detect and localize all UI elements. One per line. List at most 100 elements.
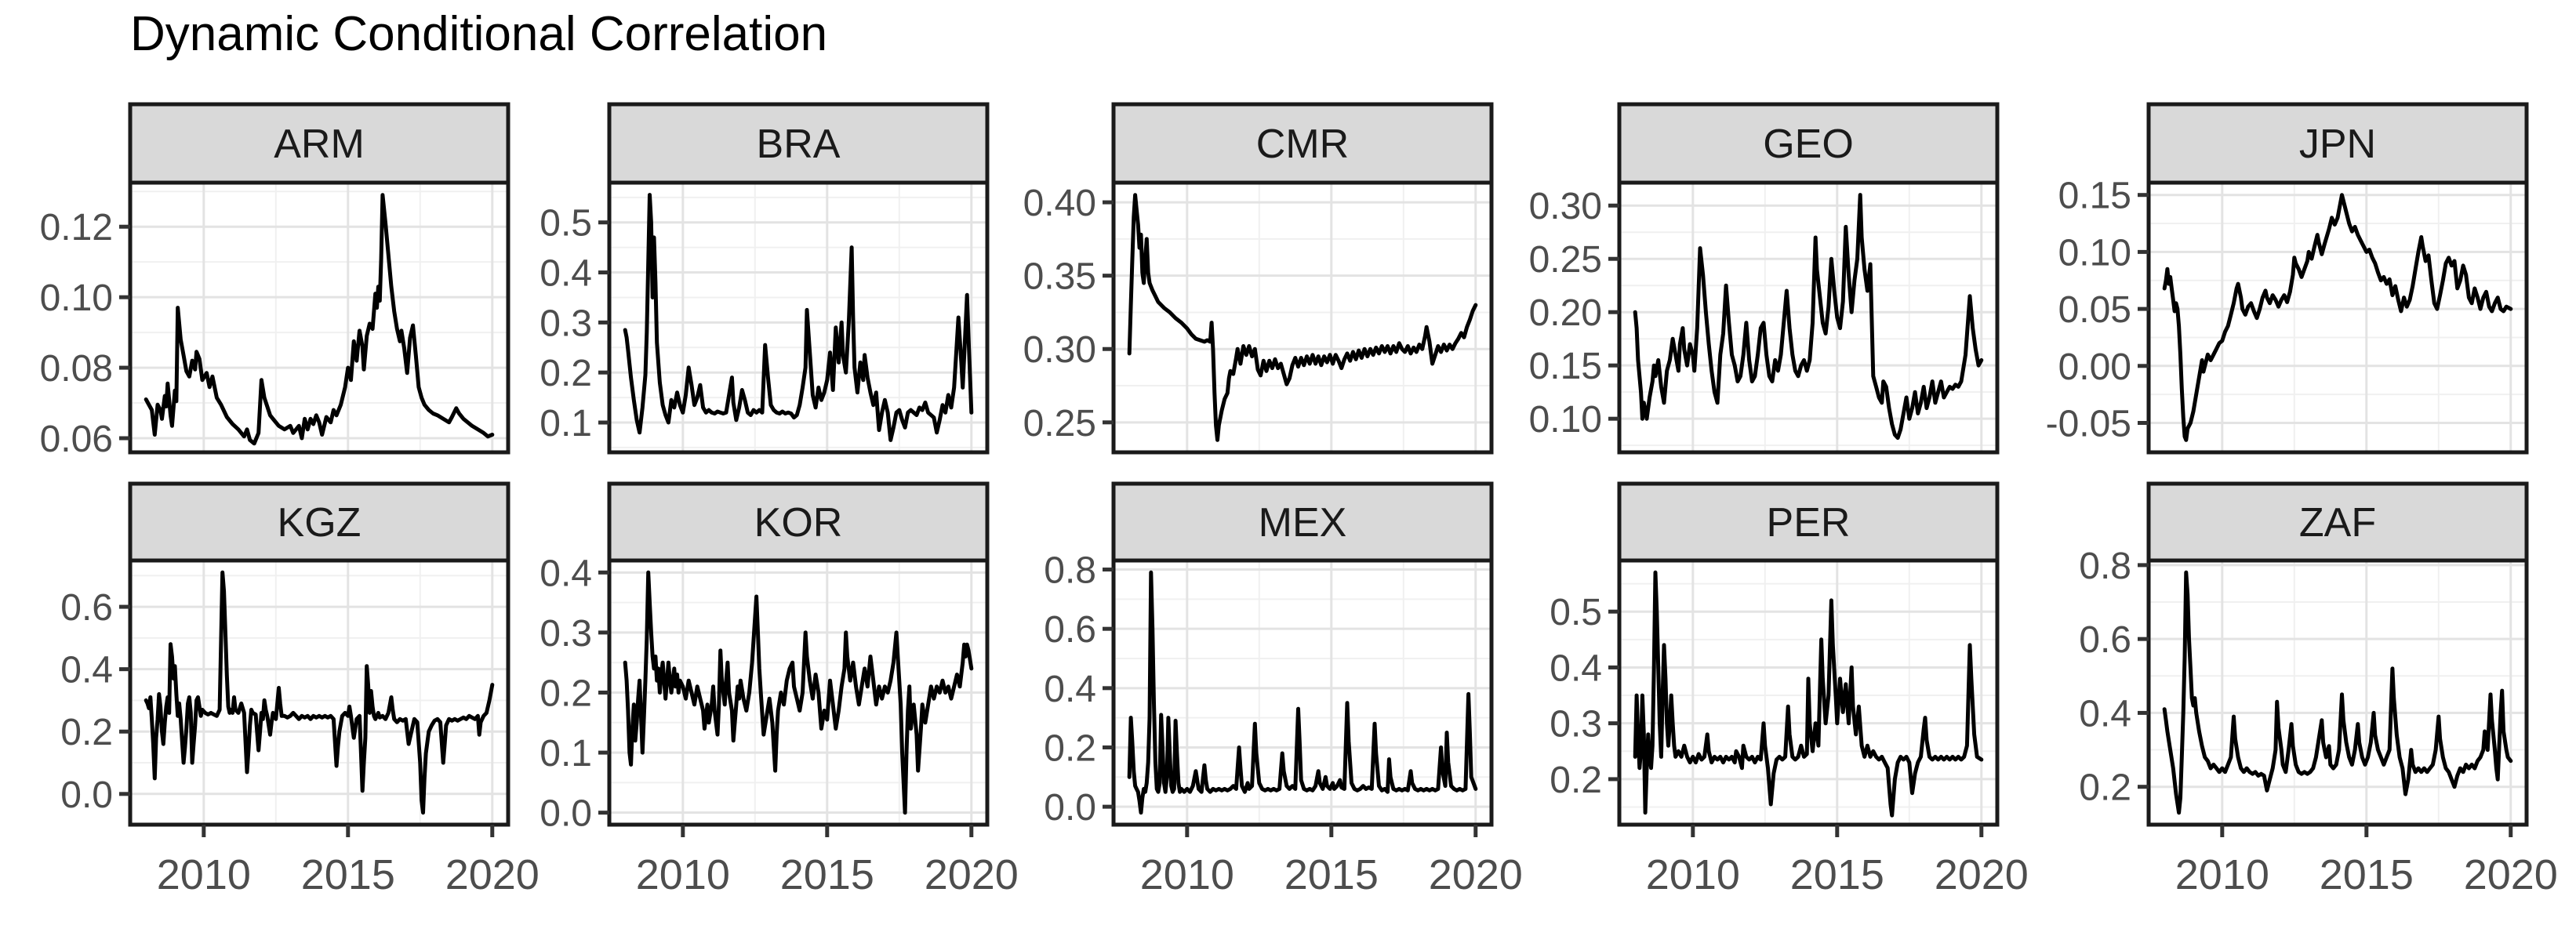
- y-tick-label-zaf-3: 0.8: [2079, 546, 2131, 587]
- y-tick-label-mex-3: 0.6: [1044, 609, 1096, 651]
- facet-strip-per: [1617, 481, 2000, 563]
- y-tick-label-mex-4: 0.8: [1044, 550, 1096, 592]
- panel-background-arm: [130, 183, 508, 452]
- y-tick-label-jpn-4: 0.15: [2058, 176, 2131, 217]
- y-tick-label-zaf-0: 0.2: [2079, 767, 2131, 809]
- gridlines-kor: [609, 560, 987, 825]
- facet-strip-label-zaf: ZAF: [2299, 500, 2376, 546]
- y-tick-label-zaf-1: 0.4: [2079, 693, 2131, 735]
- gridlines-zaf: [2149, 560, 2527, 825]
- facet-strip-mex: [1111, 481, 1494, 563]
- x-tick-label-zaf-1: 2015: [2320, 851, 2414, 898]
- y-tick-label-jpn-3: 0.10: [2058, 232, 2131, 274]
- x-tick-label-per-1: 2015: [1790, 851, 1884, 898]
- y-tick-label-kor-1: 0.1: [540, 733, 592, 774]
- facet-jpn: JPN -0.05 0.00 0.05 0.10 0.15: [2046, 102, 2529, 455]
- series-line-zaf: [2162, 570, 2513, 815]
- x-tick-label-mex-2: 2020: [1429, 851, 1523, 898]
- y-tick-label-mex-1: 0.2: [1044, 727, 1096, 769]
- facet-strip-label-mex: MEX: [1259, 500, 1347, 546]
- series-line-mex: [1127, 570, 1478, 815]
- y-tick-label-arm-2: 0.10: [40, 278, 113, 319]
- y-tick-label-arm-0: 0.06: [40, 419, 113, 460]
- y-tick-label-jpn-0: -0.05: [2046, 403, 2131, 444]
- x-tick-label-kgz-2: 2020: [445, 851, 540, 898]
- facet-strip-zaf: [2146, 481, 2529, 563]
- facet-strip-label-kor: KOR: [754, 500, 843, 546]
- x-tick-label-kor-1: 2015: [780, 851, 874, 898]
- y-tick-label-kor-0: 0.0: [540, 793, 592, 835]
- y-tick-label-geo-0: 0.10: [1529, 399, 1602, 441]
- facet-kgz: KGZ 0.0 0.2 0.4 0.6 2010 2015 2020: [60, 481, 540, 898]
- facet-zaf: ZAF 0.2 0.4 0.6 0.8 2010 2015 2020: [2079, 481, 2558, 898]
- facet-strip-jpn: [2146, 102, 2529, 185]
- y-tick-label-zaf-2: 0.6: [2079, 619, 2131, 661]
- y-tick-label-arm-3: 0.12: [40, 207, 113, 248]
- series-line-bra: [623, 193, 974, 442]
- y-tick-label-kor-3: 0.3: [540, 613, 592, 655]
- y-tick-label-jpn-1: 0.00: [2058, 346, 2131, 388]
- x-tick-label-kor-0: 2010: [636, 851, 730, 898]
- facet-strip-label-bra: BRA: [757, 122, 841, 167]
- y-tick-label-bra-4: 0.5: [540, 203, 592, 245]
- x-tick-label-mex-1: 2015: [1284, 851, 1379, 898]
- panel-background-geo: [1619, 183, 1997, 452]
- y-tick-label-kgz-1: 0.2: [60, 712, 113, 753]
- y-tick-label-cmr-2: 0.35: [1023, 256, 1096, 298]
- panel-background-cmr: [1114, 183, 1491, 452]
- series-line-kgz: [144, 570, 495, 815]
- series-line-jpn: [2162, 193, 2513, 442]
- y-tick-label-jpn-2: 0.05: [2058, 289, 2131, 331]
- series-line-kor: [623, 570, 974, 815]
- y-tick-label-bra-0: 0.1: [540, 403, 592, 444]
- y-tick-label-kgz-3: 0.6: [60, 587, 113, 629]
- facet-per: PER 0.2 0.3 0.4 0.5 2010 2015 2020: [1550, 481, 2029, 898]
- facet-strip-label-per: PER: [1767, 500, 1851, 546]
- panel-background-kgz: [130, 560, 508, 825]
- x-tick-label-kgz-1: 2015: [301, 851, 395, 898]
- y-tick-label-cmr-1: 0.30: [1023, 329, 1096, 371]
- y-tick-label-mex-0: 0.0: [1044, 787, 1096, 829]
- y-tick-label-kgz-2: 0.4: [60, 650, 113, 691]
- y-tick-label-geo-4: 0.30: [1529, 186, 1602, 227]
- facet-bra: BRA 0.1 0.2 0.3 0.4 0.5: [540, 102, 990, 455]
- chart-title: Dynamic Conditional Correlation: [130, 7, 828, 61]
- series-line-geo: [1633, 193, 1984, 441]
- y-tick-label-geo-2: 0.20: [1529, 292, 1602, 334]
- y-tick-label-cmr-3: 0.40: [1023, 183, 1096, 224]
- y-tick-label-bra-3: 0.4: [540, 253, 592, 295]
- facet-strip-label-geo: GEO: [1763, 122, 1854, 167]
- facet-strip-label-arm: ARM: [274, 122, 365, 167]
- facet-strip-geo: [1617, 102, 2000, 185]
- facet-mex: MEX 0.0 0.2 0.4 0.6 0.8 2010 2015 2020: [1044, 481, 1523, 898]
- y-tick-label-bra-2: 0.3: [540, 303, 592, 344]
- gridlines-cmr: [1114, 183, 1491, 452]
- facet-geo: GEO 0.10 0.15 0.20 0.25 0.30: [1529, 102, 2000, 455]
- facet-strip-label-jpn: JPN: [2299, 122, 2376, 167]
- series-line-cmr: [1127, 193, 1478, 442]
- x-tick-label-kgz-0: 2010: [157, 851, 251, 898]
- x-tick-label-mex-0: 2010: [1140, 851, 1234, 898]
- facet-strip-kor: [607, 481, 990, 563]
- series-line-per: [1633, 570, 1984, 818]
- facet-strip-cmr: [1111, 102, 1494, 185]
- y-tick-label-arm-1: 0.08: [40, 348, 113, 390]
- facet-arm: ARM 0.06 0.08 0.10 0.12: [40, 102, 510, 460]
- facet-kor: KOR 0.0 0.1 0.2 0.3 0.4 2010 2015 2020: [540, 481, 1019, 898]
- y-tick-label-per-3: 0.5: [1550, 592, 1602, 633]
- y-tick-label-per-0: 0.2: [1550, 760, 1602, 801]
- y-tick-label-per-2: 0.4: [1550, 648, 1602, 689]
- x-tick-label-zaf-2: 2020: [2464, 851, 2558, 898]
- y-tick-label-geo-3: 0.25: [1529, 239, 1602, 281]
- series-line-arm: [144, 193, 495, 446]
- y-tick-label-kgz-0: 0.0: [60, 774, 113, 816]
- x-tick-label-kor-2: 2020: [925, 851, 1019, 898]
- y-tick-label-kor-2: 0.2: [540, 673, 592, 715]
- x-tick-label-per-0: 2010: [1646, 851, 1740, 898]
- y-tick-label-kor-4: 0.4: [540, 553, 592, 594]
- panel-background-zaf: [2149, 560, 2527, 825]
- facet-strip-bra: [607, 102, 990, 185]
